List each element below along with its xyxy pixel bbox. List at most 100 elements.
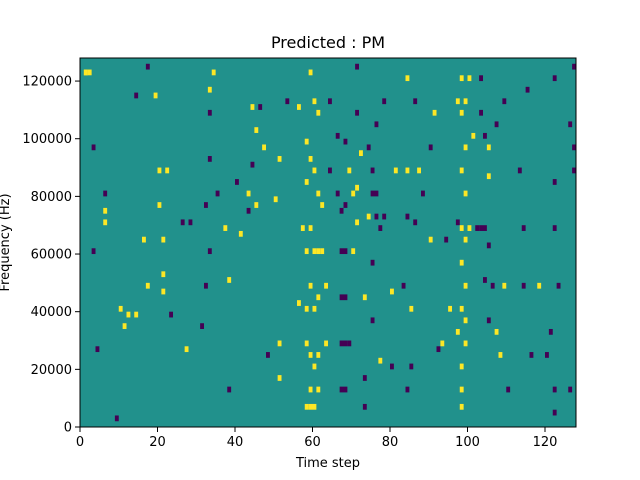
heatmap-cell [572,144,577,151]
heatmap-cell [483,132,487,139]
heatmap-cell [254,127,259,133]
heatmap-cell [362,403,367,410]
heatmap-cell [347,340,352,347]
heatmap-cell [362,375,367,381]
heatmap-cell [374,121,379,128]
heatmap-cell [455,219,460,226]
x-tick-label: 20 [149,435,166,450]
heatmap-cell [235,179,239,185]
heatmap-cell [568,121,573,128]
heatmap-cell [215,190,220,197]
heatmap-cell [459,386,464,393]
y-tick-label: 80000 [31,190,72,205]
heatmap-cell [320,202,325,208]
x-tick-label: 0 [76,435,84,450]
y-tick-label: 20000 [31,363,72,378]
heatmap-cell [316,190,321,197]
heatmap-cell [455,98,460,105]
heatmap-cell [87,69,92,76]
heatmap-cell [300,225,305,231]
heatmap-cell [537,282,542,289]
heatmap-cell [343,202,348,208]
heatmap-cell [382,213,387,220]
heatmap-cell [328,167,332,174]
heatmap-cell [355,109,360,116]
heatmap-cell [316,294,321,301]
x-tick-label: 100 [455,435,480,450]
heatmap-cell [343,248,348,255]
x-tick-label: 80 [382,435,399,450]
heatmap-cell [390,288,394,295]
heatmap-cell [335,190,340,197]
heatmap-cell [483,277,487,283]
heatmap-cell [227,277,232,283]
heatmap-cell [440,340,445,347]
heatmap-cell [552,75,557,82]
heatmap-cell [459,363,464,370]
heatmap-cell [304,138,309,145]
heatmap-cell [436,346,441,353]
heatmap-cell [246,207,251,214]
x-tick-label: 120 [533,435,558,450]
heatmap-cell [529,352,534,358]
heatmap-cell [486,242,491,249]
heatmap-cells [83,63,577,422]
heatmap-cell [308,156,313,162]
heatmap-cell [502,98,507,105]
heatmap-cell [548,328,553,335]
heatmap-cell [161,288,166,295]
heatmap-cell [490,282,495,289]
heatmap-cell [378,357,383,364]
heatmap-cell [483,225,487,231]
heatmap-cell [355,184,360,191]
heatmap-cell [448,305,453,312]
heatmap-background [80,58,576,427]
heatmap-cell [428,144,433,151]
heatmap-cell [467,75,472,82]
heatmap-cell [145,282,150,289]
heatmap-cell [312,98,317,105]
heatmap-cell [91,144,96,151]
heatmap-cell [312,363,317,370]
heatmap-cell [463,340,468,347]
heatmap-cell [444,236,449,243]
heatmap-cell [359,150,363,157]
heatmap-cell [308,403,313,410]
heatmap-cell [572,63,577,70]
heatmap-cell [405,386,410,393]
y-tick-label: 0 [64,421,72,436]
heatmap-cell [153,92,158,99]
heatmap-cell [316,109,321,116]
heatmap-cell [207,109,212,116]
heatmap-cell [339,248,344,255]
heatmap-cell [370,317,375,324]
heatmap-cell [463,317,468,324]
heatmap-cell [479,109,484,116]
heatmap-cell [118,305,123,312]
heatmap-cell [316,352,321,358]
heatmap-cell [126,311,131,318]
heatmap-cell [390,363,394,370]
heatmap-cell [459,225,464,231]
heatmap-cell [157,167,162,174]
heatmap-cell [308,386,313,393]
heatmap-cell [459,259,464,266]
heatmap-cell [204,202,208,208]
heatmap-cell [413,219,418,226]
heatmap-cell [297,300,301,306]
heatmap-cell [432,109,437,116]
heatmap-cell [312,167,317,174]
heatmap-cell [486,173,491,180]
heatmap-cell [114,415,119,422]
heatmap-cell [343,294,348,301]
heatmap-cell [506,386,511,393]
heatmap-cell [308,352,313,358]
heatmap-cell [463,144,468,151]
heatmap-cell [320,248,325,255]
heatmap-cell [316,248,321,255]
heatmap-cell [157,202,162,208]
heatmap-cell [459,167,464,174]
heatmap-cell [339,386,344,393]
heatmap-cell [277,156,282,162]
heatmap-cell [393,167,398,174]
